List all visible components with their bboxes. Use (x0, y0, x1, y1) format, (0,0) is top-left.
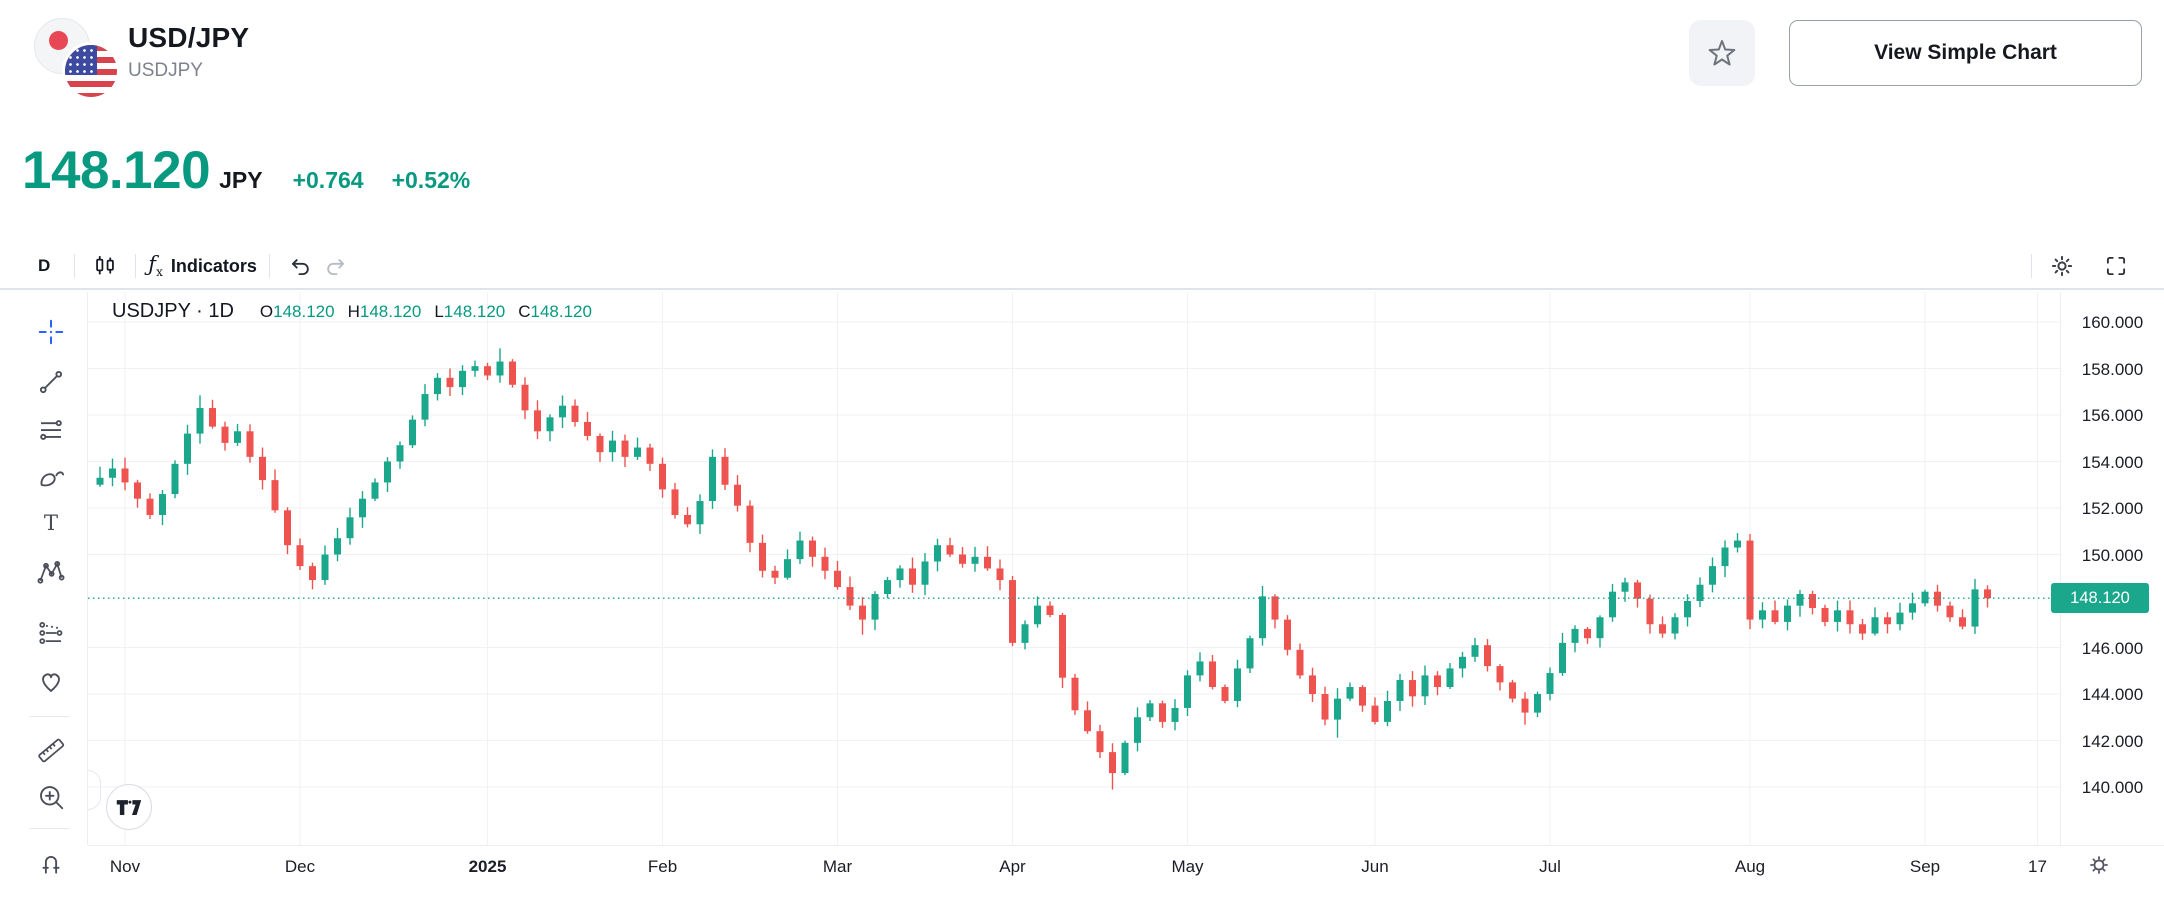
interval-button[interactable]: D (26, 248, 62, 284)
legend-low: L148.120 (434, 302, 506, 321)
time-axis[interactable]: Nov Dec 2025 Feb Mar Apr May Jun Jul Aug Sep 17 (88, 845, 2164, 906)
time-axis-label: 2025 (468, 857, 507, 876)
price-axis-label: 146.000 (2081, 638, 2144, 658)
tool-brush[interactable] (28, 457, 74, 497)
fullscreen-button[interactable] (2098, 248, 2134, 284)
us-flag-icon (62, 42, 120, 100)
time-axis-settings-button[interactable] (2086, 852, 2112, 881)
price-axis-label: 156.000 (2081, 406, 2144, 425)
legend-symbol-interval[interactable]: USDJPY · 1D (112, 300, 234, 322)
time-axis-label: Mar (822, 857, 853, 876)
time-axis-label: Jul (1539, 857, 1561, 876)
chart-toolbar: D ƒx Indicators (0, 244, 2164, 290)
price-axis-label: 150.000 (2081, 545, 2144, 565)
crosshair-icon (38, 319, 64, 345)
fullscreen-icon (2106, 256, 2126, 276)
pair-flags-logo (26, 12, 126, 104)
legend-high: H148.120 (347, 302, 422, 321)
gear-icon (2051, 255, 2073, 277)
tool-divider (30, 828, 70, 829)
time-axis-label: Dec (284, 857, 316, 876)
tool-parallel-lines[interactable] (28, 410, 74, 450)
legend-close: C148.120 (518, 302, 592, 321)
tradingview-mark-icon (116, 799, 142, 815)
tool-crosshair[interactable] (28, 312, 74, 352)
price-axis[interactable]: 160.000 158.000 156.000 154.000 152.000 150.0… (2060, 292, 2164, 845)
chart-region: T (0, 292, 2164, 906)
price-axis-label: 144.000 (2081, 685, 2144, 704)
price-axis-label: 154.000 (2081, 452, 2144, 472)
price-change: +0.764 (292, 167, 364, 193)
tool-text[interactable]: T (28, 503, 74, 543)
time-axis-label: Jun (1361, 857, 1389, 876)
undo-icon (291, 259, 309, 276)
heart-icon (42, 673, 60, 692)
tool-magnet[interactable] (28, 842, 74, 882)
time-axis-label: Sep (1909, 857, 1941, 876)
brush-icon (40, 471, 65, 487)
favorite-button[interactable] (1689, 20, 1755, 86)
chart-settings-button[interactable] (2044, 248, 2080, 284)
last-price: 148.120 (22, 141, 211, 200)
chart-legend: USDJPY · 1D O148.120 H148.120 L148.120 C… (112, 300, 605, 323)
toolbar-separator (268, 254, 270, 278)
magnet-icon (42, 856, 60, 874)
price-axis-label: 140.000 (2081, 778, 2144, 797)
redo-button[interactable] (318, 248, 354, 284)
star-icon (1708, 40, 1736, 66)
last-price-axis-badge: 148.120 (2051, 583, 2149, 614)
quote-currency: JPY (219, 167, 263, 193)
legend-open: O148.120 (259, 302, 335, 321)
indicators-label: Indicators (170, 255, 257, 276)
fx-icon: ƒx (148, 252, 163, 280)
tool-divider (30, 716, 70, 717)
gear-icon (2090, 856, 2108, 874)
time-axis-label: Apr (999, 857, 1026, 876)
tool-zoom-in[interactable] (28, 777, 74, 817)
quote-row: 148.120 JPY +0.764 +0.52% (22, 140, 470, 201)
time-axis-label: 17 (2028, 857, 2047, 876)
candlestick-chart[interactable] (88, 292, 2060, 845)
tool-emoji[interactable] (28, 661, 74, 701)
time-axis-label: May (1171, 857, 1204, 876)
toolbar-separator (74, 254, 76, 278)
price-change-percent: +0.52% (391, 167, 471, 193)
undo-button[interactable] (282, 248, 318, 284)
tradingview-logo[interactable] (106, 784, 152, 830)
time-axis-label: Nov (109, 857, 141, 876)
symbol-header: USD/JPY USDJPY (128, 22, 249, 82)
redo-icon (327, 259, 344, 276)
price-axis-label: 142.000 (2081, 731, 2144, 751)
symbol-ticker: USDJPY (128, 60, 203, 81)
toolbar-separator (2031, 254, 2032, 278)
toolbar-separator (135, 254, 137, 278)
svg-text:T: T (44, 511, 58, 536)
drawing-toolbar: T (0, 292, 88, 906)
chart-style-button[interactable] (87, 248, 123, 284)
page-title: USD/JPY (128, 22, 250, 53)
time-axis-label: Aug (1734, 857, 1766, 876)
parallel-lines-icon (40, 420, 62, 440)
candlestick-style-icon (96, 256, 115, 275)
price-axis-label: 152.000 (2081, 499, 2144, 518)
text-icon: T (44, 511, 58, 536)
tool-trend-line[interactable] (28, 362, 74, 402)
price-axis-label: 160.000 (2081, 313, 2144, 332)
time-axis-label: Feb (647, 857, 678, 876)
trend-line-icon (39, 370, 63, 394)
xabcd-pattern-icon (37, 561, 65, 584)
indicators-button[interactable]: ƒx Indicators (148, 248, 257, 284)
tool-measure-ruler[interactable] (28, 729, 74, 769)
view-simple-chart-button[interactable]: View Simple Chart (1789, 20, 2142, 86)
tool-xabcd-pattern[interactable] (28, 552, 74, 592)
forecast-icon (39, 622, 63, 644)
tool-forecast[interactable] (28, 613, 74, 653)
magnifier-plus-icon (40, 786, 64, 810)
ruler-icon (38, 738, 65, 763)
price-axis-label: 158.000 (2081, 359, 2144, 379)
